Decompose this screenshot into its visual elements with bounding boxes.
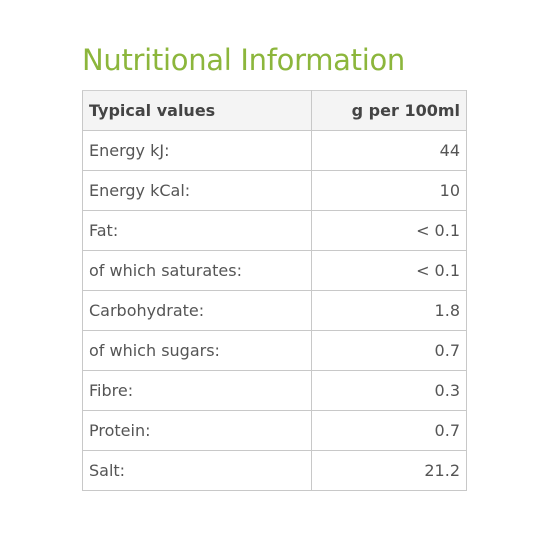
table-row: Energy kJ: 44 bbox=[82, 130, 467, 171]
row-value: 0.7 bbox=[311, 330, 467, 371]
table-row: Fibre: 0.3 bbox=[82, 370, 467, 411]
row-label: Fibre: bbox=[82, 370, 312, 411]
row-label: Salt: bbox=[82, 450, 312, 491]
row-value: < 0.1 bbox=[311, 250, 467, 291]
row-label: Fat: bbox=[82, 210, 312, 251]
table-row: Fat: < 0.1 bbox=[82, 210, 467, 251]
row-value: 1.8 bbox=[311, 290, 467, 331]
table-header-row: Typical values g per 100ml bbox=[82, 90, 467, 131]
nutrition-table: Typical values g per 100ml Energy kJ: 44… bbox=[82, 90, 467, 491]
table-row: Carbohydrate: 1.8 bbox=[82, 290, 467, 331]
row-value: 21.2 bbox=[311, 450, 467, 491]
header-per-100ml: g per 100ml bbox=[311, 90, 467, 131]
table-row: Protein: 0.7 bbox=[82, 410, 467, 451]
row-value: 0.3 bbox=[311, 370, 467, 411]
row-label: of which saturates: bbox=[82, 250, 312, 291]
page-title: Nutritional Information bbox=[82, 43, 405, 77]
table-row: of which saturates: < 0.1 bbox=[82, 250, 467, 291]
row-label: of which sugars: bbox=[82, 330, 312, 371]
row-label: Carbohydrate: bbox=[82, 290, 312, 331]
table-header: Typical values g per 100ml bbox=[82, 90, 467, 131]
header-typical-values: Typical values bbox=[82, 90, 312, 131]
row-label: Energy kCal: bbox=[82, 170, 312, 211]
row-value: 10 bbox=[311, 170, 467, 211]
table-row: Energy kCal: 10 bbox=[82, 170, 467, 211]
row-value: < 0.1 bbox=[311, 210, 467, 251]
row-value: 44 bbox=[311, 130, 467, 171]
row-label: Energy kJ: bbox=[82, 130, 312, 171]
table-row: of which sugars: 0.7 bbox=[82, 330, 467, 371]
table-body: Energy kJ: 44 Energy kCal: 10 Fat: < 0.1… bbox=[82, 130, 467, 491]
table-row: Salt: 21.2 bbox=[82, 450, 467, 491]
row-label: Protein: bbox=[82, 410, 312, 451]
row-value: 0.7 bbox=[311, 410, 467, 451]
